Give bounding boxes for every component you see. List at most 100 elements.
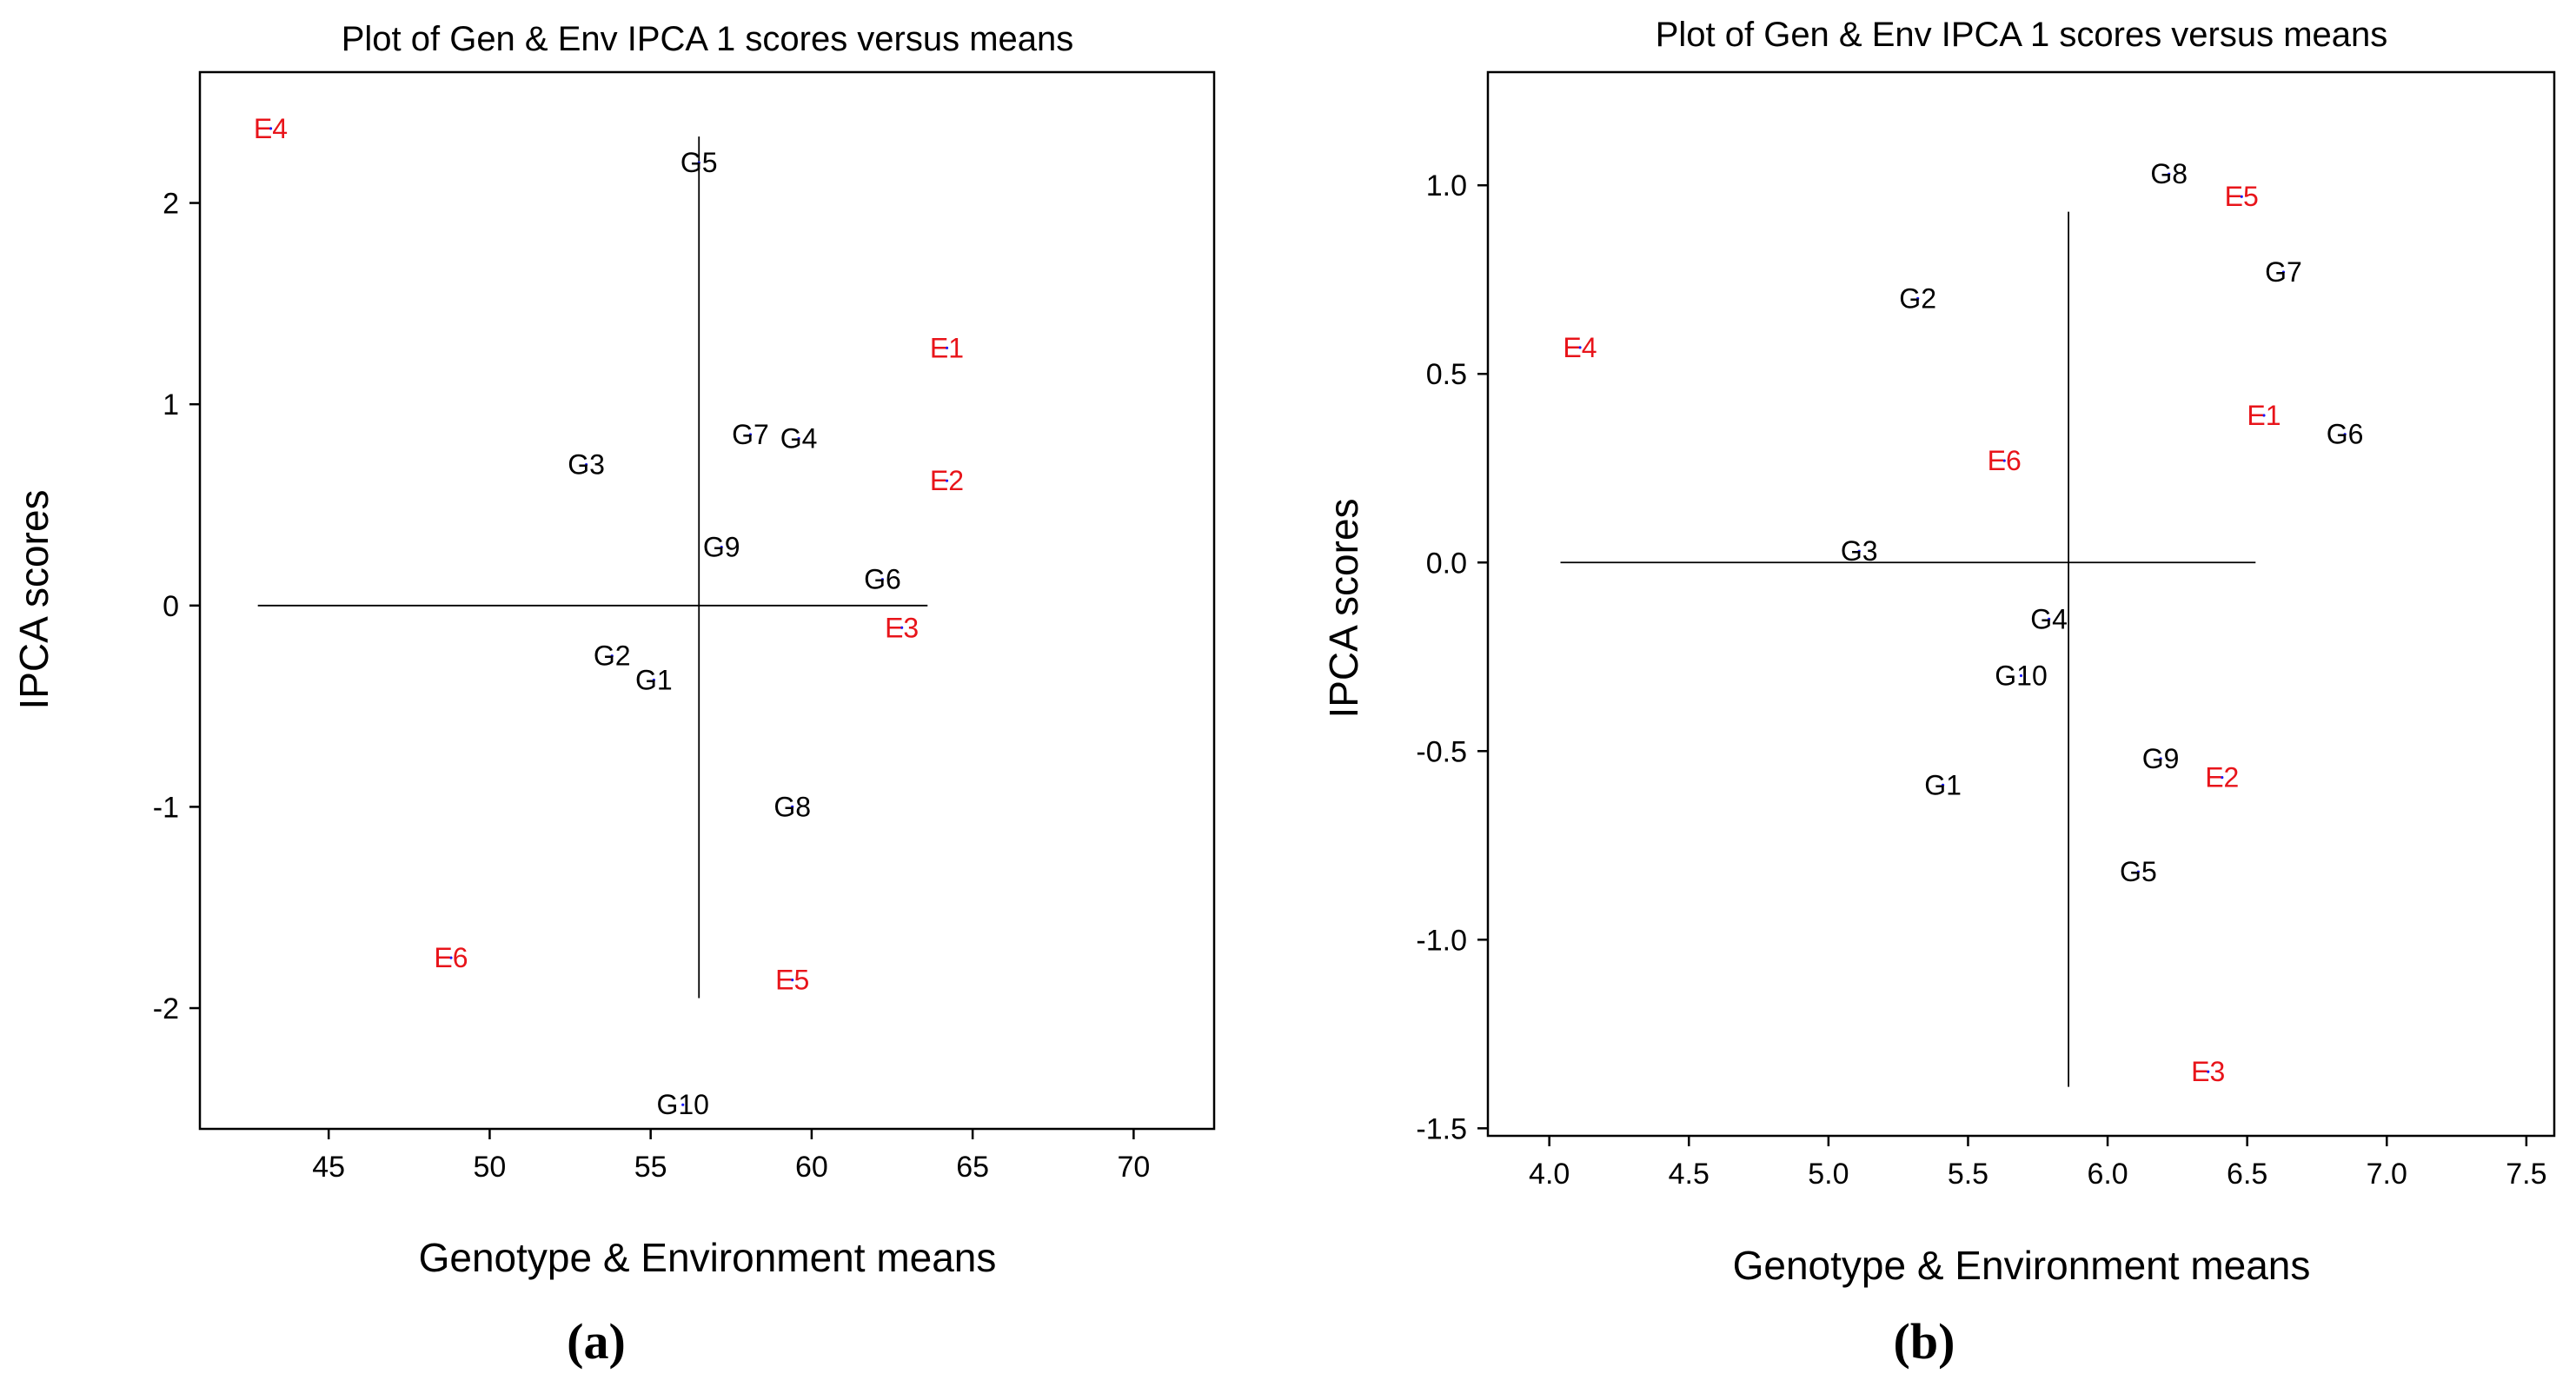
- environment-label: E4: [254, 113, 288, 144]
- chart-title: Plot of Gen & Env IPCA 1 scores versus m…: [1656, 16, 2388, 54]
- environment-label: E3: [885, 612, 919, 643]
- x-tick-label: 4.5: [1669, 1158, 1710, 1191]
- genotype-label: G6: [864, 564, 901, 595]
- y-axis-label: IPCA scores: [1321, 498, 1366, 718]
- x-tick-label: 55: [634, 1151, 667, 1184]
- x-tick-label: 60: [795, 1151, 828, 1184]
- genotype-label: G10: [1995, 660, 2047, 691]
- environment-label: E6: [1988, 445, 2022, 476]
- chart-title: Plot of Gen & Env IPCA 1 scores versus m…: [342, 20, 1074, 58]
- y-tick-label: 0: [163, 590, 179, 623]
- environment-point: [900, 626, 904, 629]
- genotype-label: G8: [2150, 158, 2188, 189]
- genotype-point: [1916, 296, 1920, 301]
- panel-label: (b): [1894, 1313, 1955, 1370]
- environment-label: E2: [930, 465, 964, 496]
- x-tick-label: 50: [474, 1151, 507, 1184]
- genotype-label: G4: [780, 423, 818, 455]
- genotype-label: G7: [732, 419, 769, 450]
- y-axis-label: IPCA scores: [11, 489, 56, 709]
- environment-point: [945, 346, 949, 349]
- genotype-point: [748, 433, 753, 436]
- y-tick-label: 0.0: [1426, 547, 1467, 580]
- environment-label: E3: [2191, 1056, 2225, 1087]
- y-tick-label: -1.5: [1416, 1112, 1467, 1145]
- genotype-point: [791, 805, 794, 809]
- x-axis-label: Genotype & Environment means: [419, 1235, 997, 1280]
- plot-frame: [1486, 70, 2556, 1138]
- genotype-label: G1: [1924, 769, 1962, 800]
- x-tick-label: 4.0: [1529, 1158, 1570, 1191]
- genotype-point: [697, 161, 700, 164]
- environment-point: [269, 127, 273, 130]
- y-tick-label: -0.5: [1416, 735, 1467, 768]
- genotype-label: G9: [703, 532, 740, 563]
- environment-label: E2: [2205, 762, 2239, 793]
- environment-point: [1578, 346, 1582, 349]
- genotype-point: [2168, 172, 2171, 176]
- plot-frame: [198, 70, 1216, 1131]
- environment-point: [2240, 195, 2243, 198]
- environment-label: E5: [2225, 181, 2259, 212]
- genotype-label: G9: [2142, 743, 2180, 774]
- environment-point: [2002, 459, 2006, 462]
- y-tick-label: -1: [153, 791, 179, 824]
- x-tick-label: 6.5: [2227, 1158, 2267, 1191]
- y-tick-label: -2: [153, 992, 179, 1025]
- environment-point: [791, 979, 794, 982]
- environment-label: E1: [2247, 400, 2281, 431]
- genotype-point: [610, 654, 614, 658]
- y-tick-label: -1.0: [1416, 924, 1467, 957]
- x-tick-label: 70: [1117, 1151, 1150, 1184]
- x-tick-label: 5.5: [1948, 1158, 1988, 1191]
- environment-label: E1: [930, 332, 964, 363]
- x-tick-label: 65: [956, 1151, 989, 1184]
- chart-panel-b: Plot of Gen & Env IPCA 1 scores versus m…: [1321, 16, 2556, 1370]
- x-axis-label: Genotype & Environment means: [1733, 1243, 2311, 1288]
- x-tick-label: 7.5: [2506, 1158, 2546, 1191]
- genotype-label: G6: [2327, 419, 2364, 450]
- genotype-point: [880, 578, 885, 581]
- environment-label: E6: [434, 942, 468, 973]
- genotype-point: [2136, 870, 2141, 873]
- genotype-label: G3: [568, 449, 605, 481]
- environment-point: [449, 956, 453, 959]
- y-tick-label: 0.5: [1426, 358, 1467, 391]
- x-tick-label: 7.0: [2367, 1158, 2407, 1191]
- y-tick-label: 2: [163, 188, 179, 221]
- environment-point: [2207, 1070, 2210, 1073]
- genotype-label: G5: [2120, 856, 2157, 887]
- genotype-point: [720, 546, 723, 549]
- genotype-point: [797, 436, 800, 441]
- genotype-point: [2159, 757, 2162, 760]
- genotype-point: [2343, 433, 2347, 436]
- genotype-label: G2: [594, 640, 631, 672]
- panel-label: (a): [567, 1313, 626, 1370]
- genotype-point: [1941, 783, 1945, 786]
- genotype-point: [2019, 674, 2023, 678]
- y-tick-label: 1.0: [1426, 169, 1467, 202]
- environment-point: [2221, 776, 2224, 780]
- genotype-label: G8: [773, 791, 811, 822]
- genotype-label: G10: [656, 1089, 708, 1120]
- y-tick-label: 1: [163, 388, 179, 421]
- genotype-label: G7: [2265, 256, 2302, 288]
- environment-label: E4: [1563, 332, 1597, 363]
- genotype-point: [584, 463, 588, 467]
- genotype-label: G5: [681, 147, 718, 178]
- x-tick-label: 5.0: [1808, 1158, 1849, 1191]
- genotype-point: [2281, 270, 2286, 274]
- genotype-point: [681, 1103, 685, 1106]
- genotype-label: G2: [1899, 282, 1936, 314]
- genotype-label: G1: [635, 664, 673, 695]
- genotype-label: G3: [1841, 535, 1878, 567]
- chart-panel-a: Plot of Gen & Env IPCA 1 scores versus m…: [11, 20, 1216, 1370]
- environment-point: [945, 479, 949, 482]
- genotype-label: G4: [2030, 603, 2068, 634]
- genotype-point: [2048, 617, 2051, 620]
- environment-label: E5: [775, 965, 809, 996]
- x-tick-label: 45: [312, 1151, 345, 1184]
- genotype-point: [652, 678, 655, 682]
- environment-point: [2262, 414, 2266, 417]
